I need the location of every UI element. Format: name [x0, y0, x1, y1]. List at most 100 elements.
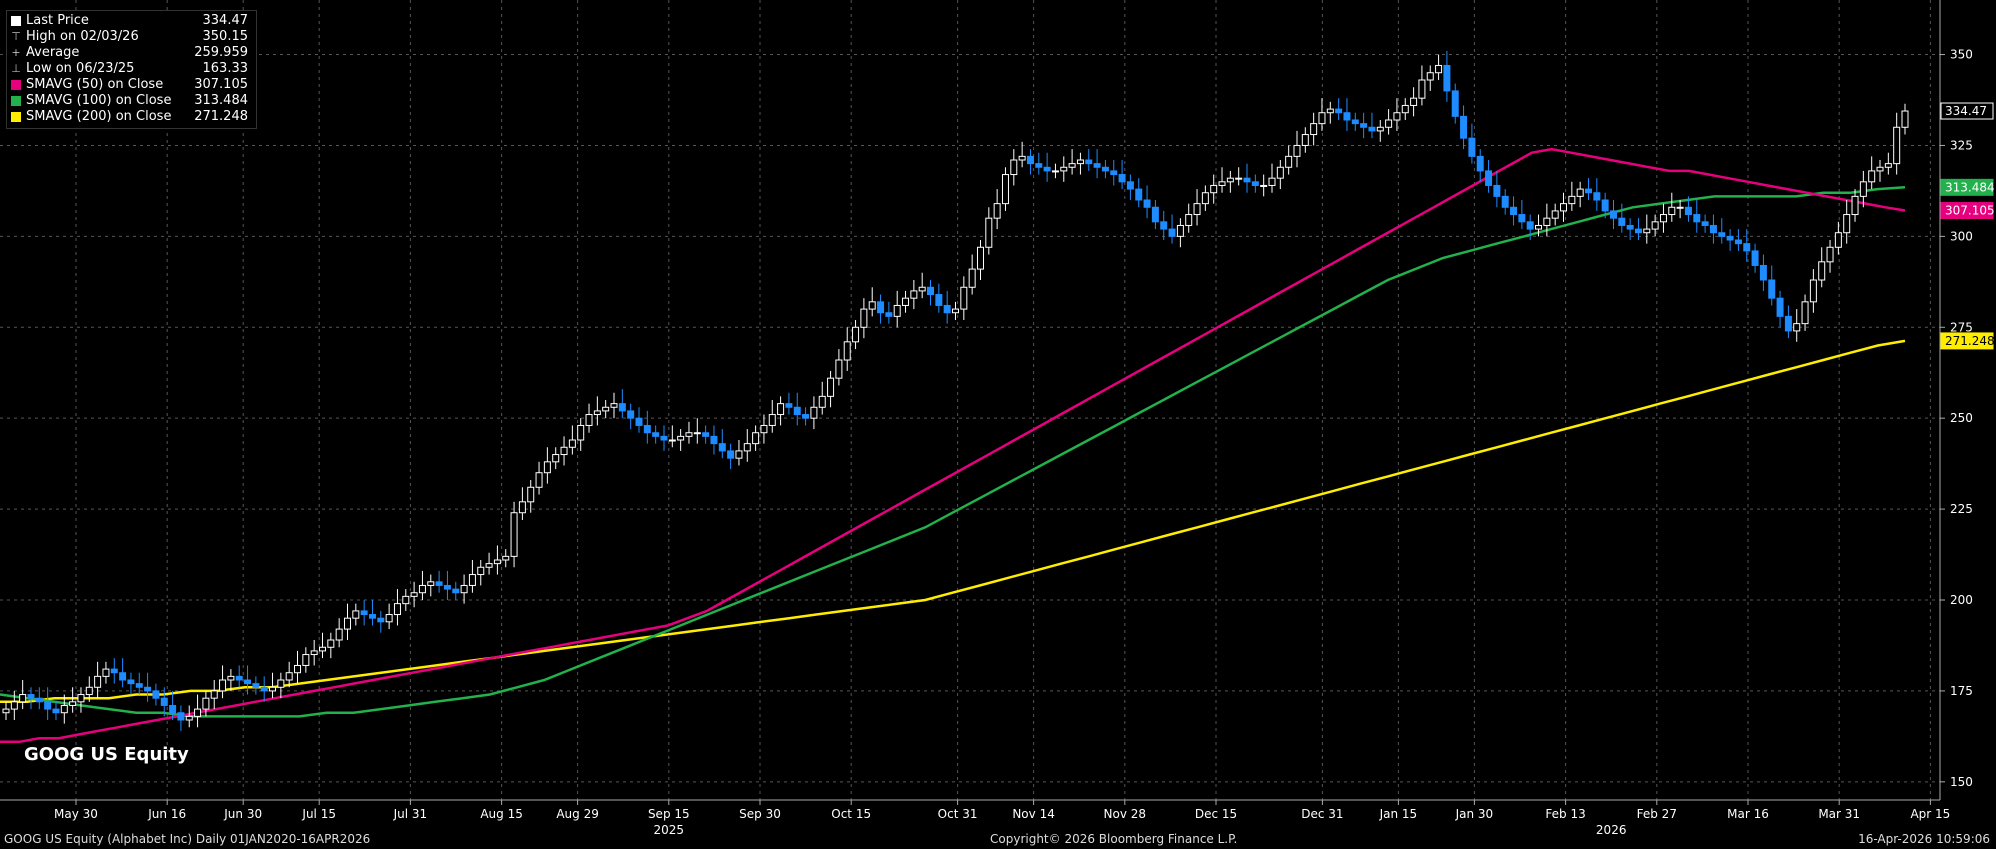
- candle-body: [768, 414, 776, 426]
- legend-swatch: [11, 80, 21, 90]
- legend-item: SMAVG (50) on Close 307.105: [11, 77, 248, 93]
- legend-swatch: ⊤: [11, 30, 21, 43]
- candle-body: [618, 403, 626, 412]
- candle-body: [1543, 217, 1551, 226]
- candle-body: [385, 614, 393, 623]
- candle-body: [1401, 104, 1409, 114]
- candle-body: [368, 614, 376, 619]
- candle-body: [1893, 126, 1901, 165]
- candle-body: [952, 308, 959, 314]
- candle-body: [1376, 126, 1384, 132]
- candle-body: [1285, 155, 1293, 168]
- candle-body: [477, 566, 485, 576]
- candle-body: [1043, 166, 1051, 172]
- sma50-line: [0, 147, 1906, 744]
- legend-item: SMAVG (200) on Close 271.248: [11, 109, 248, 125]
- candle-body: [535, 472, 543, 488]
- candle-body: [710, 435, 718, 445]
- candle-body: [94, 675, 102, 688]
- x-year-label: 2026: [1596, 823, 1627, 837]
- candle-body: [52, 708, 60, 714]
- footer-copyright: Copyright© 2026 Bloomberg Finance L.P.: [990, 832, 1238, 846]
- candle-body: [976, 246, 984, 270]
- candle-body: [1035, 163, 1043, 168]
- candle-body: [610, 403, 618, 408]
- candle-body: [493, 559, 501, 565]
- candle-body: [1101, 166, 1109, 172]
- x-tick-label: Feb 13: [1545, 807, 1585, 821]
- candle-body: [1634, 228, 1642, 234]
- legend-label: High on 02/03/26: [26, 29, 139, 44]
- candle-body: [935, 294, 943, 306]
- candle-body: [427, 581, 435, 586]
- candle-body: [702, 432, 710, 437]
- candle-body: [77, 694, 85, 703]
- candle-body: [452, 588, 460, 594]
- legend-value: 163.33: [202, 61, 249, 76]
- legend-item: ⊤ High on 02/03/26 350.15: [11, 29, 248, 45]
- candle-body: [1251, 181, 1259, 186]
- legend: Last Price 334.47 ⊤ High on 02/03/26 350.15 +…: [6, 10, 257, 129]
- legend-item: SMAVG (100) on Close 313.484: [11, 93, 248, 109]
- y-tick-label: 300: [1950, 229, 1973, 243]
- candle-body: [1751, 250, 1759, 266]
- candle-body: [1693, 214, 1701, 223]
- value-tag-box: [1940, 332, 1994, 350]
- candle-body: [294, 664, 302, 674]
- candle-body: [693, 432, 701, 435]
- candle-body: [135, 683, 143, 688]
- candle-body: [1826, 246, 1834, 263]
- candle-body: [1301, 134, 1309, 146]
- candle-body: [635, 417, 643, 426]
- candle-body: [285, 672, 293, 681]
- candle-body: [1176, 224, 1184, 237]
- candle-body: [1701, 221, 1709, 226]
- candle-body: [269, 686, 277, 692]
- candle-body: [418, 584, 426, 594]
- candle-body: [1560, 203, 1568, 212]
- legend-label: SMAVG (50) on Close: [26, 77, 164, 92]
- candle-body: [735, 450, 743, 459]
- x-tick-label: Jun 16: [147, 807, 186, 821]
- candle-body: [260, 686, 268, 692]
- candle-body: [360, 610, 368, 616]
- candle-body: [1859, 181, 1867, 197]
- candle-body: [1068, 163, 1076, 168]
- candle-body: [402, 595, 410, 605]
- candle-body: [1260, 184, 1268, 187]
- y-tick-label: 250: [1950, 411, 1973, 425]
- candle-body: [1868, 170, 1876, 183]
- candle-body: [1734, 239, 1742, 245]
- candles: [2, 50, 1909, 731]
- chart-grid: [0, 0, 1940, 800]
- candle-body: [585, 414, 593, 426]
- x-tick-label: May 30: [54, 807, 98, 821]
- candle-body: [319, 646, 326, 652]
- ticker-label: GOOG US Equity: [24, 744, 189, 765]
- legend-value: 350.15: [202, 29, 249, 44]
- candle-body: [69, 701, 77, 706]
- candle-body: [1410, 97, 1418, 106]
- candle-body: [1168, 228, 1176, 237]
- candle-body: [1676, 206, 1684, 209]
- x-tick-label: Jul 31: [393, 807, 428, 821]
- y-tick-label: 175: [1950, 684, 1973, 698]
- legend-value: 271.248: [194, 109, 248, 124]
- footer-left: GOOG US Equity (Alphabet Inc) Daily 01JA…: [4, 832, 371, 846]
- candle-body: [1193, 203, 1201, 216]
- footer-timestamp: 16-Apr-2026 10:59:06: [1858, 832, 1990, 846]
- legend-label: Last Price: [26, 13, 89, 28]
- candle-body: [1010, 159, 1018, 176]
- candle-body: [85, 686, 93, 696]
- candle-body: [160, 697, 168, 706]
- candle-body: [1759, 264, 1767, 281]
- candle-body: [560, 446, 568, 456]
- legend-swatch: [11, 16, 21, 26]
- candle-body: [202, 697, 210, 710]
- candle-body: [27, 694, 35, 699]
- sma-lines: [0, 147, 1906, 744]
- x-axis: May 30 Jun 16 Jun 30 Jul 15 Jul 31 Aug 15 Aug …: [0, 799, 1950, 837]
- candle-body: [102, 668, 110, 677]
- candle-body: [1684, 206, 1692, 216]
- y-tick-label: 150: [1950, 775, 1973, 789]
